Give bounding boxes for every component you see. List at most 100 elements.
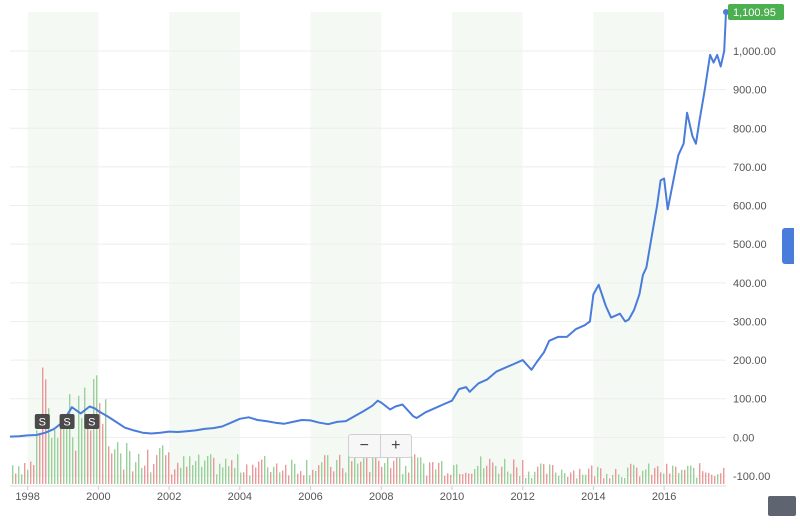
price-line — [9, 11, 727, 438]
split-marker-box — [84, 414, 100, 429]
volume-bar — [273, 466, 275, 484]
x-tick-label: 2014 — [581, 491, 605, 503]
volume-bar — [438, 462, 440, 484]
volume-bar — [174, 469, 176, 484]
volume-bar — [258, 461, 260, 484]
volume-bar — [141, 467, 143, 484]
y-tick-label: 1,000.00 — [733, 46, 776, 58]
volume-bar — [153, 464, 155, 484]
volume-bar — [282, 470, 284, 484]
volume-bar — [24, 463, 26, 484]
split-marker-label: S — [39, 417, 46, 429]
side-panel-tab[interactable] — [782, 228, 794, 264]
volume-bar — [165, 455, 167, 484]
volume-bar — [294, 463, 296, 484]
volume-bar — [519, 475, 521, 484]
volume-bar — [690, 465, 692, 484]
volume-bar — [126, 443, 128, 484]
volume-bar — [57, 437, 59, 484]
volume-bar — [69, 394, 71, 484]
zoom-in-button[interactable]: + — [379, 435, 412, 457]
split-marker-1[interactable]: S — [59, 414, 75, 429]
volume-bar — [60, 423, 62, 484]
y-tick-label: 200.00 — [733, 355, 767, 367]
volume-bar — [96, 375, 98, 484]
volume-bar — [540, 463, 542, 484]
volume-bar — [318, 465, 320, 484]
volume-bar — [393, 460, 395, 484]
volume-bar — [123, 469, 125, 484]
volume-bar — [516, 467, 518, 484]
volume-bar — [276, 463, 278, 484]
volume-bar — [162, 445, 164, 484]
volume-bar — [12, 465, 14, 484]
volume-bar — [36, 430, 38, 484]
zoom-out-button[interactable]: − — [359, 437, 369, 454]
volume-bar — [447, 473, 449, 484]
volume-bar — [600, 468, 602, 484]
volume-bar — [81, 418, 83, 484]
volume-bar — [633, 464, 635, 484]
x-tick-label: 1998 — [15, 491, 39, 503]
volume-bar — [144, 465, 146, 484]
volume-bar — [525, 477, 527, 484]
volume-bar — [219, 463, 221, 484]
x-axis-ticks: 1998 2000 2002 2004 2006 2008 2010 2012 2014 2016 — [10, 485, 726, 503]
price-line-layer — [9, 9, 729, 438]
volume-bar — [291, 459, 293, 484]
volume-bar — [573, 470, 575, 484]
volume-bar — [579, 468, 581, 484]
volume-bar — [681, 469, 683, 484]
volume-bar — [351, 461, 353, 484]
volume-bar — [555, 472, 557, 484]
volume-bar — [591, 465, 593, 484]
volume-bar — [66, 429, 68, 484]
volume-bar — [717, 474, 719, 484]
volume-bar — [210, 454, 212, 484]
volume-bar — [105, 399, 107, 484]
volume-bar — [456, 464, 458, 484]
volume-bar — [279, 472, 281, 484]
volume-bar — [171, 474, 173, 484]
volume-bar — [222, 467, 224, 484]
volume-bar — [660, 472, 662, 484]
x-tick-label: 2012 — [510, 491, 534, 503]
volume-bar — [675, 466, 677, 484]
corner-settings-button[interactable] — [768, 496, 796, 516]
volume-bar — [609, 478, 611, 484]
volume-bar — [51, 437, 53, 484]
volume-bar — [486, 465, 488, 484]
volume-bar — [111, 453, 113, 484]
volume-bar — [492, 462, 494, 484]
volume-bar — [54, 429, 56, 484]
volume-bar — [558, 475, 560, 484]
volume-bar — [159, 448, 161, 484]
volume-bar — [576, 478, 578, 484]
volume-bar — [639, 476, 641, 484]
volume-bar — [264, 456, 266, 484]
volume-bar — [606, 473, 608, 484]
volume-bar — [18, 466, 20, 484]
split-marker-0[interactable]: S — [34, 414, 50, 429]
volume-bar — [549, 464, 551, 484]
volume-bar — [603, 478, 605, 484]
y-tick-label: 800.00 — [733, 123, 767, 135]
y-tick-label: 500.00 — [733, 239, 767, 251]
volume-bar — [138, 453, 140, 484]
volume-bar — [237, 454, 239, 484]
volume-bar — [408, 472, 410, 484]
volume-bar — [114, 449, 116, 484]
x-tick-label: 2000 — [86, 491, 110, 503]
volume-bar — [465, 472, 467, 484]
volume-bar — [330, 466, 332, 484]
x-tick-label: 2006 — [298, 491, 322, 503]
volume-bar — [420, 457, 422, 484]
volume-bar — [369, 471, 371, 484]
volume-bar — [687, 465, 689, 484]
volume-bar — [324, 455, 326, 484]
volume-bar — [684, 469, 686, 484]
volume-bar — [405, 465, 407, 484]
split-marker-2[interactable]: S — [84, 414, 100, 429]
volume-bar — [360, 461, 362, 484]
volume-bar — [534, 471, 536, 484]
